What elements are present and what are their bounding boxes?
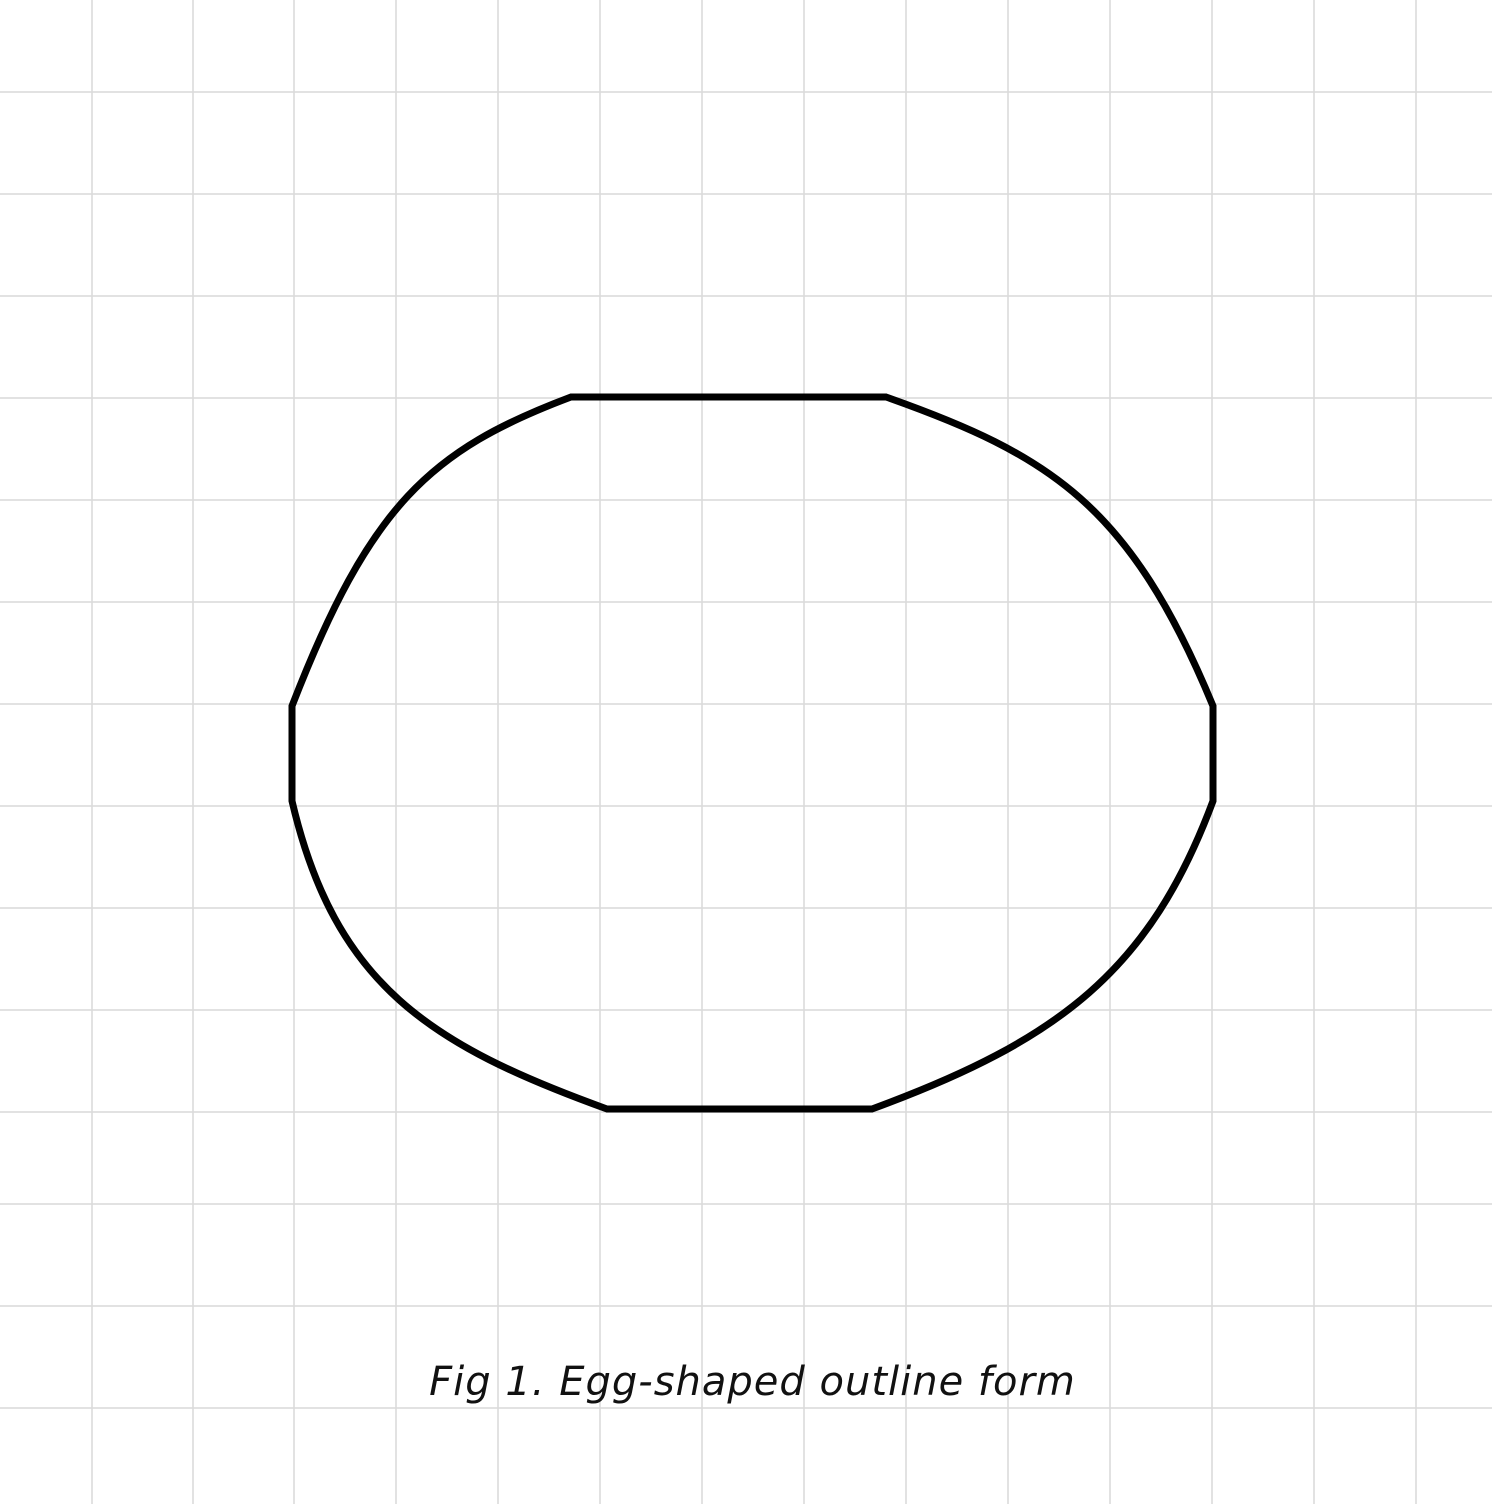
egg-outline-shape xyxy=(288,393,1217,1113)
figure-caption: Fig 1. Egg-shaped outline form xyxy=(429,1359,1076,1405)
